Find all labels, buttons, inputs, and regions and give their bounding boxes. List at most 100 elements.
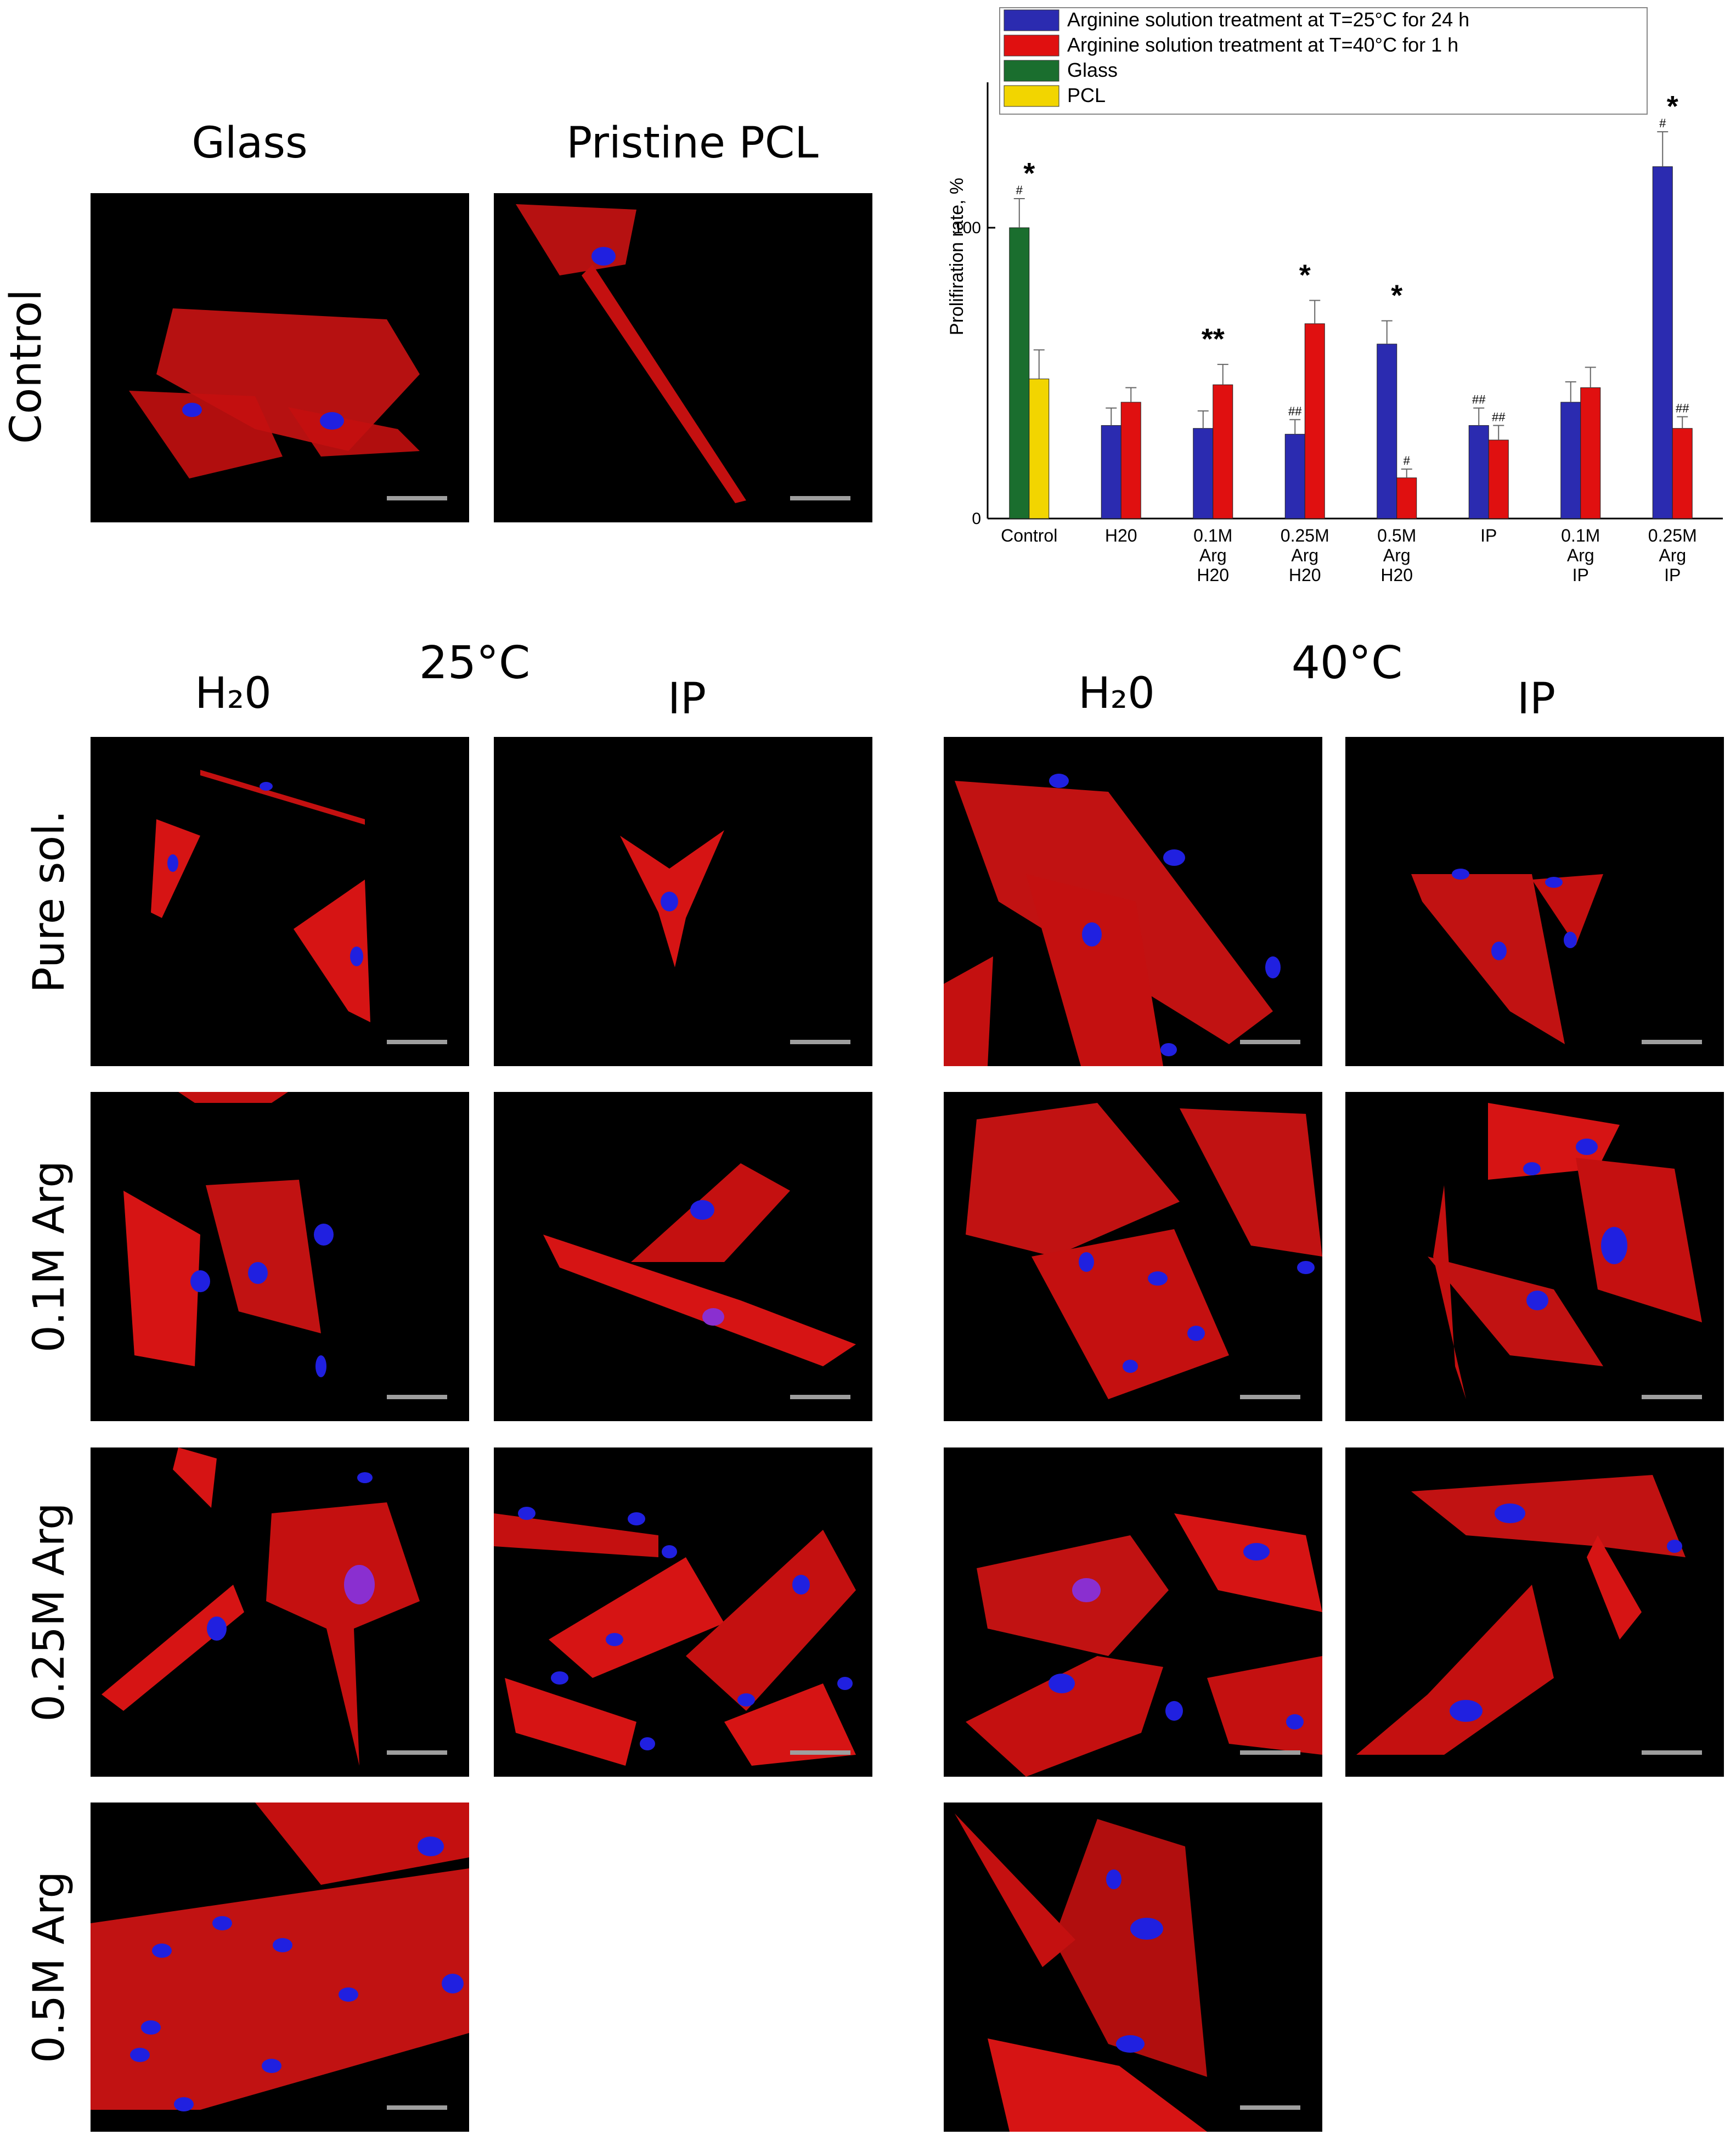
scale-bar [790, 1395, 850, 1399]
significance-mark: # [1659, 116, 1666, 130]
x-tick-label: Arg [1567, 545, 1594, 565]
bar [1193, 428, 1214, 519]
scale-bar [1642, 1395, 1702, 1399]
x-tick-label: 0.1M [1193, 526, 1232, 545]
bar [1304, 323, 1325, 519]
significance-mark: ## [1676, 402, 1689, 415]
row-label-0-25m-arg: 0.25M Arg [25, 1502, 74, 1722]
micrograph-control-glass [91, 193, 469, 522]
micrograph-0-5m-h2o-25c [91, 1803, 469, 2132]
cell-image-control-glass [129, 308, 420, 478]
legend-swatch [1004, 9, 1059, 31]
bar [1652, 166, 1673, 519]
temperature-label-25c: 25°C [419, 637, 531, 689]
cell-image [1411, 869, 1603, 1044]
y-tick-label: 0 [972, 510, 981, 528]
cell-image [966, 1513, 1322, 1777]
significance-star: * [1299, 259, 1311, 292]
legend-swatch [1004, 60, 1059, 82]
x-tick-label: 0.5M [1377, 526, 1416, 545]
scale-bar [1240, 1750, 1300, 1755]
bar [1468, 425, 1489, 519]
bar [1101, 425, 1121, 519]
cell-image [1356, 1475, 1686, 1755]
micrograph-0-25m-ip-25c [494, 1447, 872, 1777]
micrograph-0-1m-h2o-40c [944, 1092, 1322, 1421]
bar [1284, 433, 1305, 519]
column-label-pristine-pcl: Pristine PCL [566, 119, 819, 168]
scale-bar [387, 1750, 447, 1755]
scale-bar [387, 1040, 447, 1044]
significance-star: * [1667, 90, 1678, 123]
y-axis-label: Prolifiration rate, % [946, 178, 967, 335]
x-tick-label: IP [1664, 565, 1681, 585]
x-tick-label: 0.25M [1648, 526, 1697, 545]
bar [1488, 440, 1509, 519]
scale-bar [790, 1750, 850, 1755]
cell-image [966, 1103, 1322, 1399]
legend-swatch [1004, 35, 1059, 57]
y-tick-label: 100 [954, 219, 981, 237]
scale-bar [1240, 1395, 1300, 1399]
scale-bar [1240, 1040, 1300, 1044]
micrograph-pure-h2o-25c [91, 737, 469, 1066]
x-tick-label: Arg [1383, 545, 1411, 565]
x-tick-label: H20 [1380, 565, 1413, 585]
micrograph-0-25m-ip-40c [1345, 1447, 1724, 1777]
legend-label: PCL [1067, 84, 1106, 106]
x-tick-label: 0.25M [1281, 526, 1329, 545]
significance-star: ** [1202, 323, 1225, 356]
chart-legend: Arginine solution treatment at T=25°C fo… [999, 7, 1648, 115]
y-ticks: 0 100 [954, 219, 995, 528]
proliferation-bar-chart: Arginine solution treatment at T=25°C fo… [946, 7, 1723, 585]
bar [1377, 343, 1397, 519]
column-label-glass: Glass [191, 119, 308, 168]
row-label-0-1m-arg: 0.1M Arg [25, 1161, 74, 1353]
x-tick-label: IP [1480, 526, 1497, 545]
cell-image [494, 1507, 856, 1766]
cell-image [955, 1813, 1207, 2132]
micrograph-pure-ip-40c [1345, 737, 1724, 1066]
column-label-ip-40c: IP [1517, 674, 1556, 724]
bar [1580, 387, 1601, 519]
scale-bar [1642, 1750, 1702, 1755]
cell-image [543, 1163, 856, 1366]
bar [1029, 379, 1050, 519]
legend-label: Glass [1067, 59, 1118, 81]
cell-image [151, 770, 370, 1022]
micrograph-0-25m-h2o-25c [91, 1447, 469, 1777]
x-tick-label: IP [1572, 565, 1589, 585]
scale-bar [790, 1040, 850, 1044]
bars: #***##*#*#######* [1009, 90, 1693, 519]
legend-swatch [1004, 85, 1059, 107]
significance-mark: # [1016, 183, 1023, 197]
cell-image [1428, 1103, 1702, 1399]
x-tick-label: 0.1M [1561, 526, 1600, 545]
legend-label: Arginine solution treatment at T=40°C fo… [1067, 33, 1458, 56]
bar [1672, 428, 1693, 519]
micrograph-control-pcl [494, 193, 872, 522]
cell-image [102, 1447, 420, 1766]
x-tick-label: Control [1001, 526, 1057, 545]
significance-star: * [1391, 279, 1402, 312]
temperature-label-40c: 40°C [1291, 637, 1403, 689]
cell-image [91, 1803, 469, 2111]
scale-bar [387, 1395, 447, 1399]
x-tick-label: Arg [1291, 545, 1318, 565]
x-tick-label: Arg [1659, 545, 1686, 565]
significance-mark: ## [1288, 404, 1302, 418]
micrograph-0-1m-ip-40c [1345, 1092, 1724, 1421]
significance-star: * [1023, 157, 1035, 190]
bar [1213, 384, 1233, 519]
significance-mark: # [1404, 454, 1411, 467]
legend-label: Arginine solution treatment at T=25°C fo… [1067, 8, 1469, 31]
scale-bar [387, 2105, 447, 2110]
column-label-h2o-25c: H₂0 [195, 669, 272, 718]
scale-bar [387, 496, 447, 500]
scale-bar [1240, 2105, 1300, 2110]
significance-mark: ## [1492, 410, 1506, 424]
micrograph-0-1m-h2o-25c [91, 1092, 469, 1421]
bar [1396, 477, 1417, 519]
scale-bar [790, 496, 850, 500]
